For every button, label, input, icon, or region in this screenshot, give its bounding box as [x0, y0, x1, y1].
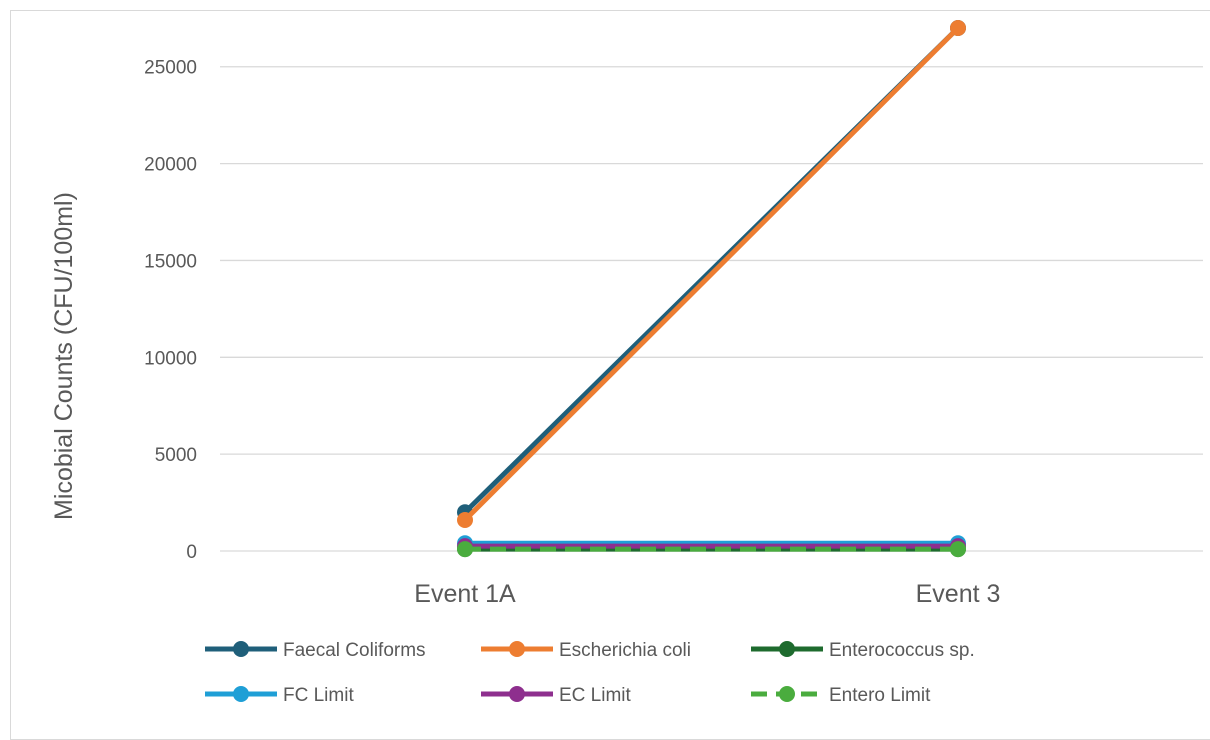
legend-marker	[233, 686, 249, 702]
legend-marker	[233, 641, 249, 657]
data-point	[950, 541, 966, 558]
legend-label: Enterococcus sp.	[829, 640, 975, 661]
legend-marker	[509, 686, 525, 702]
y-tick-label: 15000	[144, 251, 197, 272]
data-point	[457, 541, 473, 558]
legend-label: EC Limit	[559, 685, 632, 706]
data-point	[457, 512, 473, 529]
legend-label: FC Limit	[283, 685, 354, 706]
x-category-label: Event 3	[916, 580, 1001, 608]
legend-marker	[779, 686, 795, 702]
y-axis-title: Micobial Counts (CFU/100ml)	[50, 192, 78, 520]
legend-label: Faecal Coliforms	[283, 640, 426, 661]
y-tick-label: 10000	[144, 348, 197, 369]
y-tick-label: 0	[186, 542, 197, 563]
series-line	[463, 26, 960, 522]
legend-marker	[509, 641, 525, 657]
legend-label: Entero Limit	[829, 685, 931, 706]
line-chart: 0 5000 10000 15000 20000 25000 Event 1A Event 3…	[50, 20, 1203, 706]
x-category-label: Event 1A	[414, 580, 516, 608]
legend-label: Escherichia coli	[559, 640, 691, 661]
legend-marker	[779, 641, 795, 657]
y-tick-label: 25000	[144, 58, 197, 79]
data-point	[950, 20, 966, 36]
y-tick-label: 20000	[144, 155, 197, 176]
y-tick-label: 5000	[155, 445, 197, 466]
